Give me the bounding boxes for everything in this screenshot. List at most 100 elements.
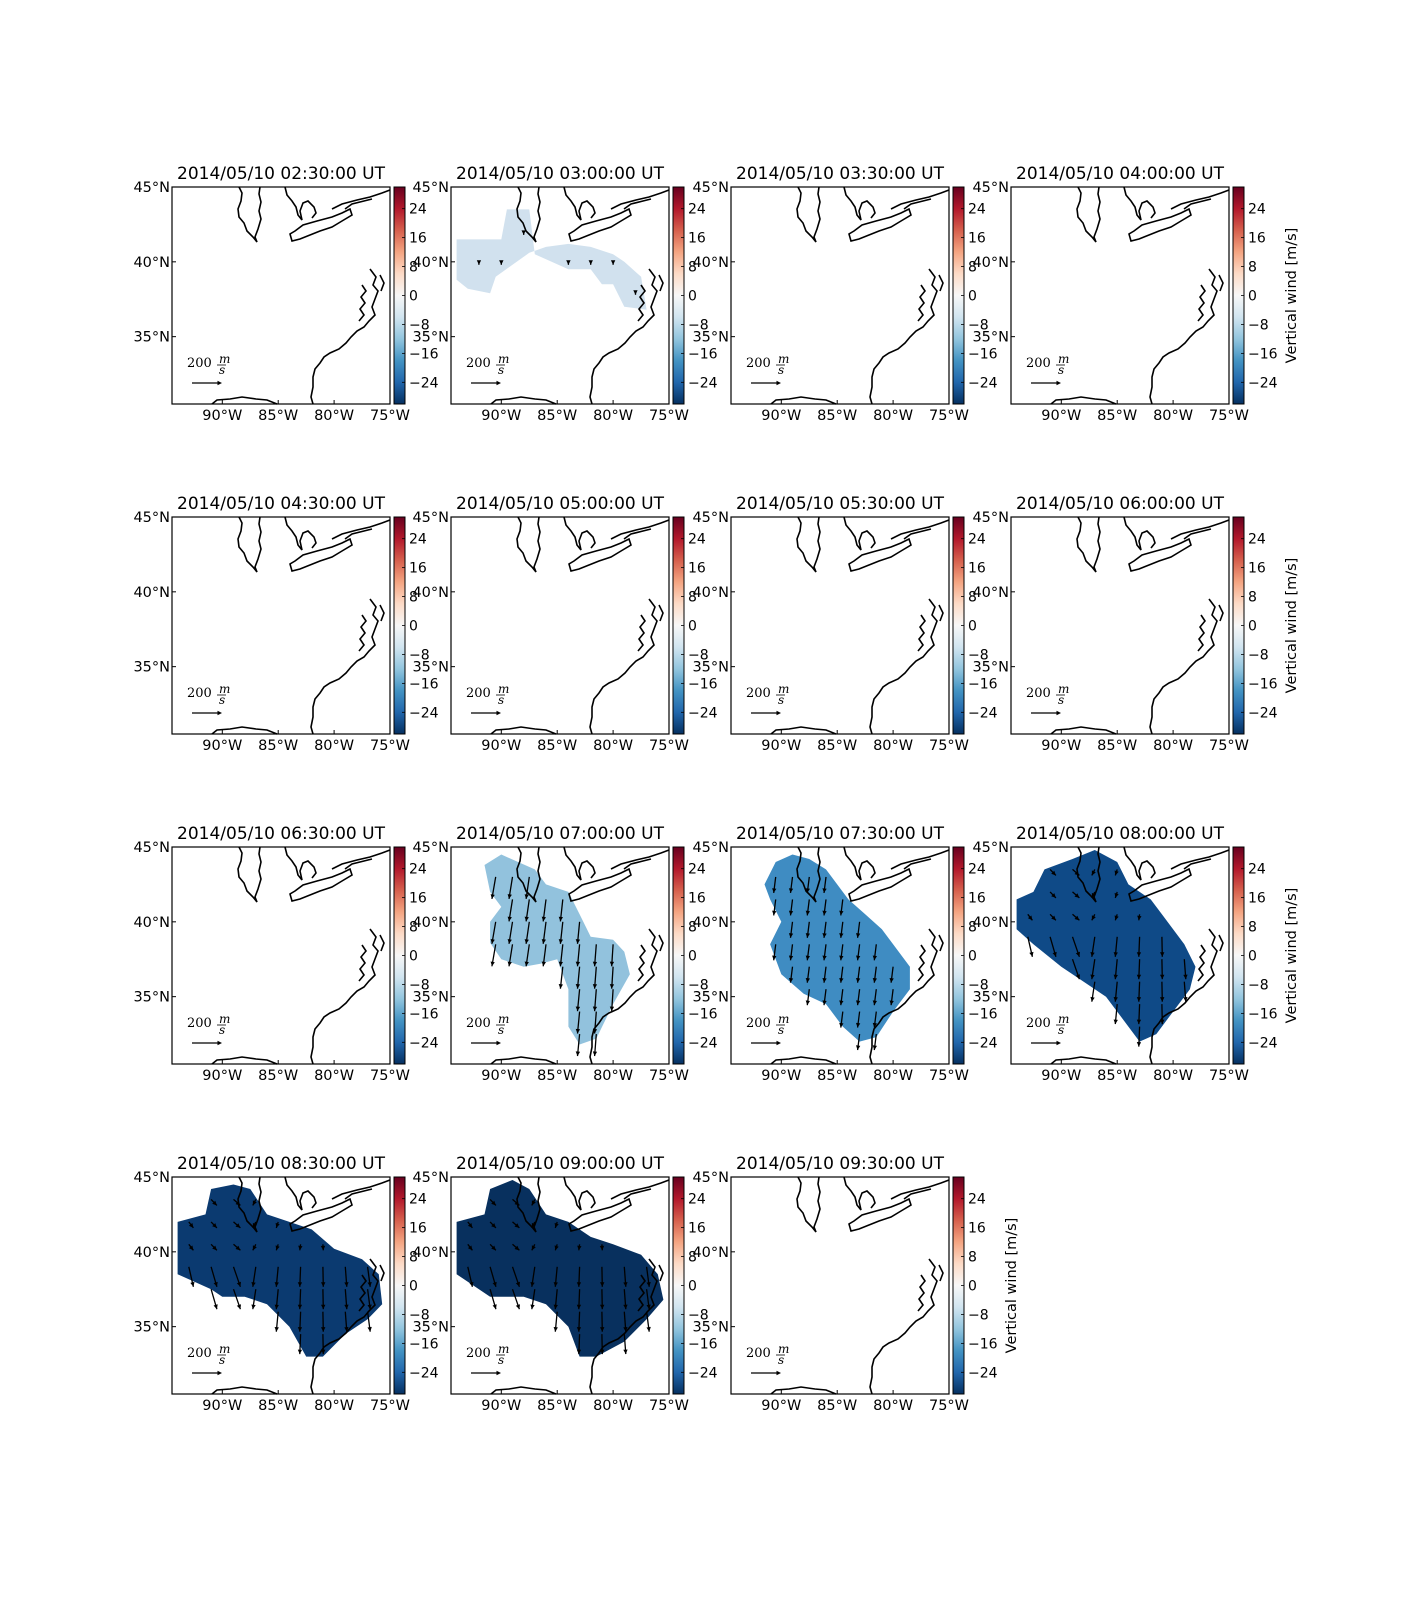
wind-arrowhead <box>235 1223 241 1228</box>
wind-arrowhead <box>190 1281 195 1287</box>
coastline <box>623 528 652 540</box>
colorbar-tick-label: −16 <box>1248 676 1278 692</box>
wind-arrowhead <box>490 894 495 899</box>
wind-arrowhead <box>1113 974 1118 980</box>
wind-arrowhead <box>320 1245 326 1251</box>
y-tick-label: 40°N <box>133 915 170 931</box>
panel-title: 2014/05/10 05:00:00 UT <box>456 494 665 514</box>
wind-arrowhead <box>600 1282 605 1287</box>
coastline <box>344 858 373 870</box>
map-panel: 2014/05/10 08:00:00 UT 200 ms 90°W 85°W 80°W 7… <box>972 824 1300 1084</box>
coastline <box>1050 726 1117 735</box>
panel-title: 2014/05/10 03:00:00 UT <box>456 164 665 184</box>
reference-arrow-unit-den: s <box>778 1023 784 1037</box>
coastline <box>379 274 385 292</box>
colorbar-tick-label: −8 <box>688 977 709 993</box>
map-panel: 2014/05/10 07:00:00 UT 200 ms 90°W 85°W 80°W 7… <box>412 824 717 1084</box>
wind-arrowhead <box>576 1349 582 1355</box>
reference-arrow-unit-den: s <box>778 693 784 707</box>
reference-arrow-unit-den: s <box>219 363 225 377</box>
wind-arrowhead <box>217 710 222 716</box>
map-panel: 2014/05/10 05:30:00 UT 200 ms 90°W 85°W 80°W 7… <box>692 494 997 754</box>
wind-arrowhead <box>576 1304 582 1310</box>
coastline <box>917 284 926 322</box>
coastline <box>848 537 912 572</box>
coastline <box>1149 598 1218 735</box>
x-tick-label: 75°W <box>370 408 410 424</box>
wind-region <box>484 854 630 1045</box>
x-tick-label: 85°W <box>817 1398 857 1414</box>
coastline <box>890 189 950 210</box>
colorbar-tick-label: −16 <box>409 676 439 692</box>
wind-arrowhead <box>554 1245 559 1251</box>
coastline <box>938 934 944 952</box>
wind-arrowhead <box>1074 870 1080 876</box>
coastline <box>563 846 596 881</box>
reference-arrow-unit-den: s <box>1058 693 1064 707</box>
wind-arrowhead <box>822 955 827 961</box>
wind-arrowhead <box>507 939 512 944</box>
colorbar-tick-label: −16 <box>968 676 998 692</box>
wind-arrowhead <box>188 1223 194 1228</box>
coastline <box>211 726 278 735</box>
coastline <box>610 1179 670 1200</box>
wind-arrowhead <box>839 955 844 961</box>
map-frame <box>450 516 670 735</box>
wind-arrowhead <box>554 1222 559 1228</box>
wind-arrowhead <box>839 910 844 916</box>
reference-arrow-unit-num: m <box>219 1012 230 1026</box>
wind-arrowhead <box>872 1022 877 1028</box>
colorbar-label: Vertical wind [m/s] <box>1284 228 1300 364</box>
wind-arrowhead <box>1051 893 1056 898</box>
colorbar-tick-label: −8 <box>968 1307 989 1323</box>
colorbar-tick-label: −24 <box>968 1365 998 1381</box>
colorbar-tick-label: 24 <box>688 862 706 878</box>
x-tick-label: 90°W <box>761 408 801 424</box>
wind-arrowhead <box>251 1304 256 1310</box>
colorbar-tick-label: 8 <box>688 590 697 606</box>
wind-arrowhead <box>805 1000 810 1006</box>
coastline <box>890 849 950 870</box>
reference-arrow-unit-num: m <box>219 682 230 696</box>
coastline <box>843 846 876 881</box>
colorbar-tick-label: −8 <box>409 1307 430 1323</box>
coastline <box>379 604 385 622</box>
wind-arrowhead <box>514 1200 520 1206</box>
map-frame <box>730 516 950 735</box>
lake-michigan-outline <box>796 186 821 243</box>
lake-michigan-outline <box>516 846 541 903</box>
y-tick-label: 35°N <box>133 660 170 676</box>
reference-arrow-value: 200 <box>187 686 212 701</box>
y-tick-label: 40°N <box>692 1245 729 1261</box>
colorbar-tick-label: 24 <box>688 202 706 218</box>
x-tick-label: 75°W <box>1209 738 1249 754</box>
wind-arrowhead <box>776 380 781 386</box>
coastline <box>563 186 596 221</box>
wind-arrowhead <box>1090 996 1095 1002</box>
coastline <box>843 186 876 221</box>
coastline <box>843 516 876 551</box>
wind-arrowhead <box>889 1000 894 1006</box>
coastline <box>490 396 557 405</box>
wind-arrowhead <box>235 1245 241 1251</box>
wind-arrowhead <box>592 984 598 989</box>
wind-arrowhead <box>236 1281 241 1287</box>
wind-arrowhead <box>496 1040 501 1046</box>
wind-arrowhead <box>1075 974 1080 980</box>
y-tick-label: 35°N <box>692 990 729 1006</box>
coastline <box>1170 189 1230 210</box>
coastline <box>379 1264 385 1282</box>
lake-michigan-outline <box>1076 516 1101 573</box>
colorbar-tick-label: 0 <box>968 619 977 635</box>
panel-title: 2014/05/10 02:30:00 UT <box>177 164 386 184</box>
y-tick-label: 35°N <box>972 330 1009 346</box>
wind-arrowhead <box>507 961 512 967</box>
reference-arrow-unit-num: m <box>498 1342 509 1356</box>
coastline <box>848 867 912 902</box>
x-tick-label: 85°W <box>1097 738 1137 754</box>
y-tick-label: 35°N <box>412 660 449 676</box>
y-tick-label: 35°N <box>972 660 1009 676</box>
colorbar-tick-label: 24 <box>968 202 986 218</box>
reference-arrow-value: 200 <box>466 686 491 701</box>
coastline <box>358 944 367 982</box>
